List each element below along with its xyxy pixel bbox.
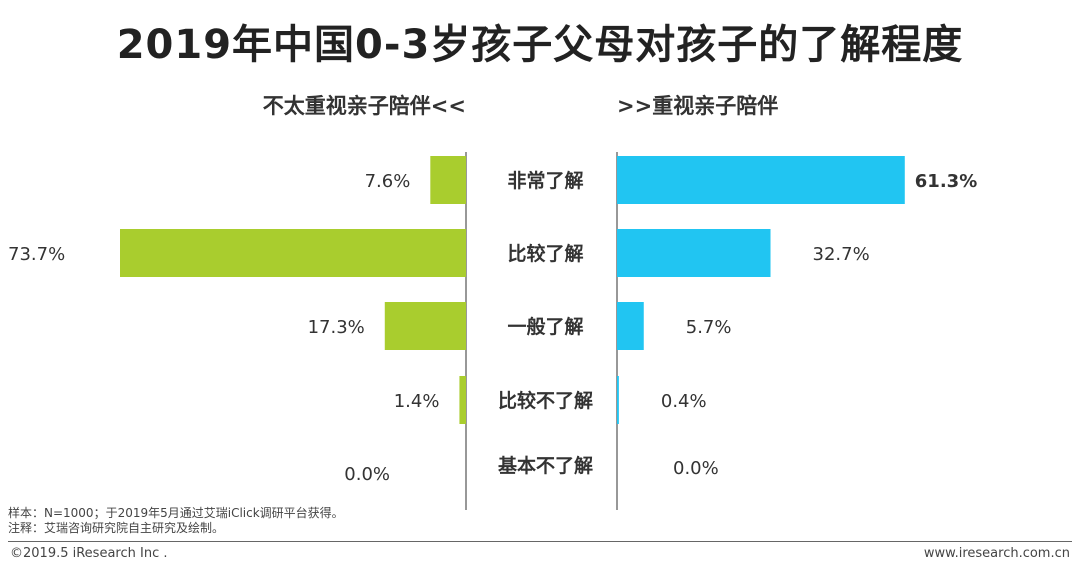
right-series-header: >>重视亲子陪伴 [617, 94, 779, 118]
right-value-label: 0.4% [661, 391, 707, 412]
chart-title: 2019年中国0-3岁孩子父母对孩子的了解程度 [116, 22, 964, 68]
right-value-label: 0.0% [673, 458, 719, 479]
footer-divider [8, 541, 1072, 542]
left-series-header: 不太重视亲子陪伴<< [262, 94, 466, 118]
right-bar [617, 229, 771, 277]
category-label: 一般了解 [507, 315, 583, 338]
left-bar [459, 376, 466, 424]
sample-note: 样本：N=1000；于2019年5月通过艾瑞iClick调研平台获得。 [8, 506, 344, 520]
category-label: 比较了解 [507, 242, 583, 265]
category-label: 非常了解 [507, 169, 583, 192]
right-value-label: 5.7% [686, 317, 732, 338]
right-value-label: 61.3% [915, 171, 977, 192]
left-value-label: 73.7% [8, 244, 65, 265]
source-note: 注释：艾瑞咨询研究院自主研究及绘制。 [8, 521, 225, 535]
copyright-text: ©2019.5 iResearch Inc . [10, 546, 168, 561]
left-bar [384, 302, 466, 350]
website-text: www.iresearch.com.cn [923, 546, 1070, 561]
left-value-label: 17.3% [308, 317, 365, 338]
left-value-label: 1.4% [394, 391, 440, 412]
category-label: 基本不了解 [497, 454, 593, 477]
right-value-label: 32.7% [813, 244, 870, 265]
left-bar [430, 156, 466, 204]
left-value-label: 7.6% [365, 171, 411, 192]
right-bar [617, 302, 644, 350]
left-bar [120, 229, 466, 277]
left-value-label: 0.0% [344, 464, 390, 485]
right-bar [617, 156, 905, 204]
category-label: 比较不了解 [498, 389, 593, 412]
right-bar [617, 376, 619, 424]
